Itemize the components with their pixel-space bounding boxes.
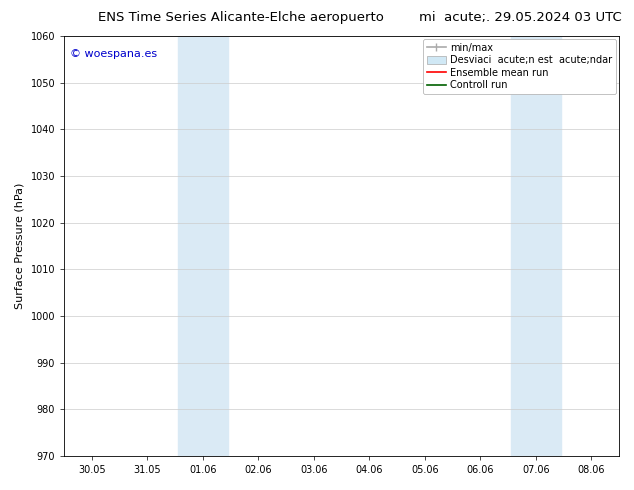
Y-axis label: Surface Pressure (hPa): Surface Pressure (hPa) bbox=[15, 183, 25, 309]
Bar bbox=[178, 36, 203, 456]
Text: © woespana.es: © woespana.es bbox=[70, 49, 157, 59]
Bar bbox=[536, 36, 560, 456]
Text: ENS Time Series Alicante-Elche aeropuerto: ENS Time Series Alicante-Elche aeropuert… bbox=[98, 11, 384, 24]
Bar bbox=[511, 36, 536, 456]
Text: mi  acute;. 29.05.2024 03 UTC: mi acute;. 29.05.2024 03 UTC bbox=[418, 11, 621, 24]
Bar bbox=[203, 36, 228, 456]
Legend: min/max, Desviaci  acute;n est  acute;ndar, Ensemble mean run, Controll run: min/max, Desviaci acute;n est acute;ndar… bbox=[423, 39, 616, 94]
